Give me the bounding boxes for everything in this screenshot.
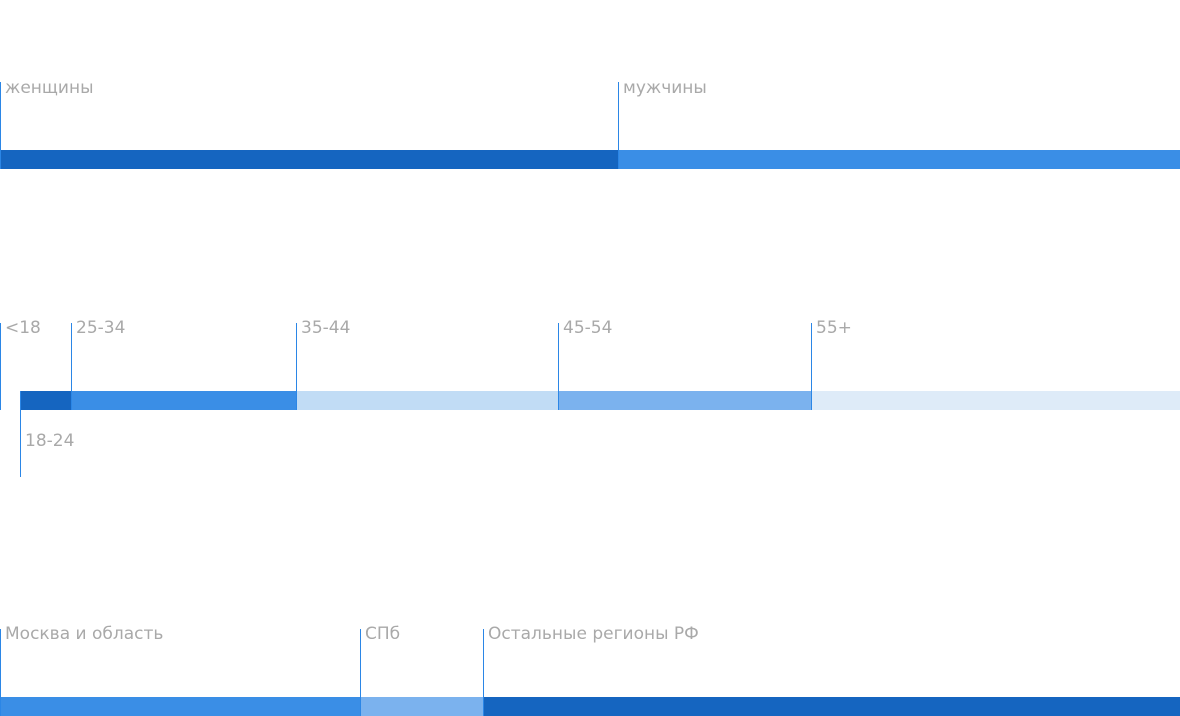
segment-marker [618,82,619,169]
bar-segment-женщины [0,150,618,169]
bar-segment-спб [360,697,483,716]
gender-section: женщины мужчины [0,0,1180,175]
segment-marker [0,323,1,410]
bar-track [0,391,1180,410]
category-label: 45-54 [563,318,613,338]
age-section: <18 18-24 25-34 35-44 45-54 55+ [0,318,1180,477]
bar-segment-москва-и-область [0,697,360,716]
segment-marker [811,323,812,410]
bar-track [0,697,1180,716]
bar-segment-остальные-регионы-рф [483,697,1180,716]
segment-marker [0,629,1,716]
category-label: 18-24 [25,431,75,451]
category-label: Остальные регионы РФ [488,624,699,644]
segment-marker [360,629,361,716]
category-label: 35-44 [301,318,351,338]
category-label: СПб [365,624,401,644]
segment-marker [0,82,1,169]
bar-segment-55 [811,391,1180,410]
segment-marker [71,323,72,410]
bar-segment-45-54 [558,391,811,410]
segment-marker [558,323,559,410]
category-label: мужчины [623,78,707,98]
bar-segment-25-34 [71,391,296,410]
bar-track [0,150,1180,169]
bar-segment-18-24 [20,391,71,410]
category-label: 55+ [816,318,852,338]
bar-segment-35-44 [296,391,558,410]
segment-marker [483,629,484,716]
segment-marker [296,323,297,410]
category-label: <18 [5,318,41,338]
bar-segment-18 [0,391,20,410]
category-label: 25-34 [76,318,126,338]
bar-segment-мужчины [618,150,1180,169]
segment-marker [20,391,21,477]
category-label: женщины [5,78,94,98]
category-label: Москва и область [5,624,164,644]
